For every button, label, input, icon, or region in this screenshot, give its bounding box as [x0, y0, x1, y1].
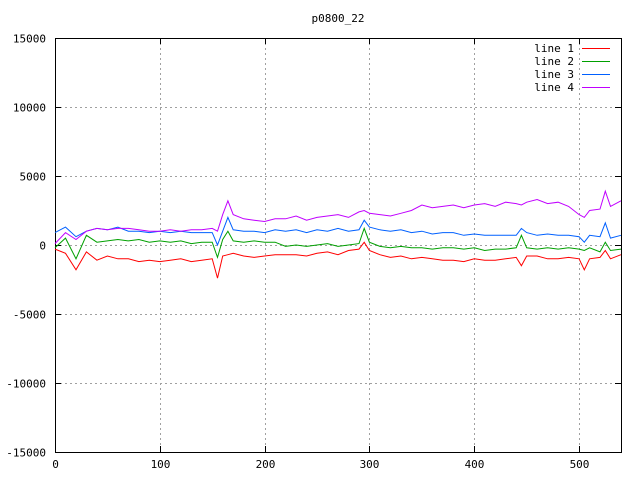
legend-label: line 3: [534, 68, 574, 81]
y-tick-label: -15000: [6, 447, 46, 460]
y-tick-label: 10000: [13, 102, 46, 115]
axis-ticks: 0 100 200 300 400 500 -15000 -10000 -5000 0 5000 10…: [6, 33, 621, 471]
chart-title: p0800_22: [312, 12, 365, 25]
legend-label: line 2: [534, 55, 574, 68]
y-tick-label: -5000: [13, 309, 46, 322]
x-tick-label: 0: [52, 458, 59, 471]
legend-label: line 1: [534, 42, 574, 55]
y-tick-label: -10000: [6, 378, 46, 391]
grid: [55, 38, 621, 452]
x-tick-label: 200: [256, 458, 276, 471]
y-tick-label: 15000: [13, 33, 46, 46]
x-tick-label: 100: [151, 458, 171, 471]
series-line-2: [54, 226, 622, 260]
series-line-1: [54, 241, 622, 279]
series-lines: [54, 189, 622, 279]
y-tick-label: 0: [39, 240, 46, 253]
series-line-4: [54, 189, 622, 244]
x-tick-label: 300: [360, 458, 380, 471]
legend-label: line 4: [534, 81, 574, 94]
x-tick-label: 400: [465, 458, 485, 471]
series-line-3: [54, 216, 622, 247]
x-tick-label: 500: [570, 458, 590, 471]
y-tick-label: 5000: [20, 171, 47, 184]
